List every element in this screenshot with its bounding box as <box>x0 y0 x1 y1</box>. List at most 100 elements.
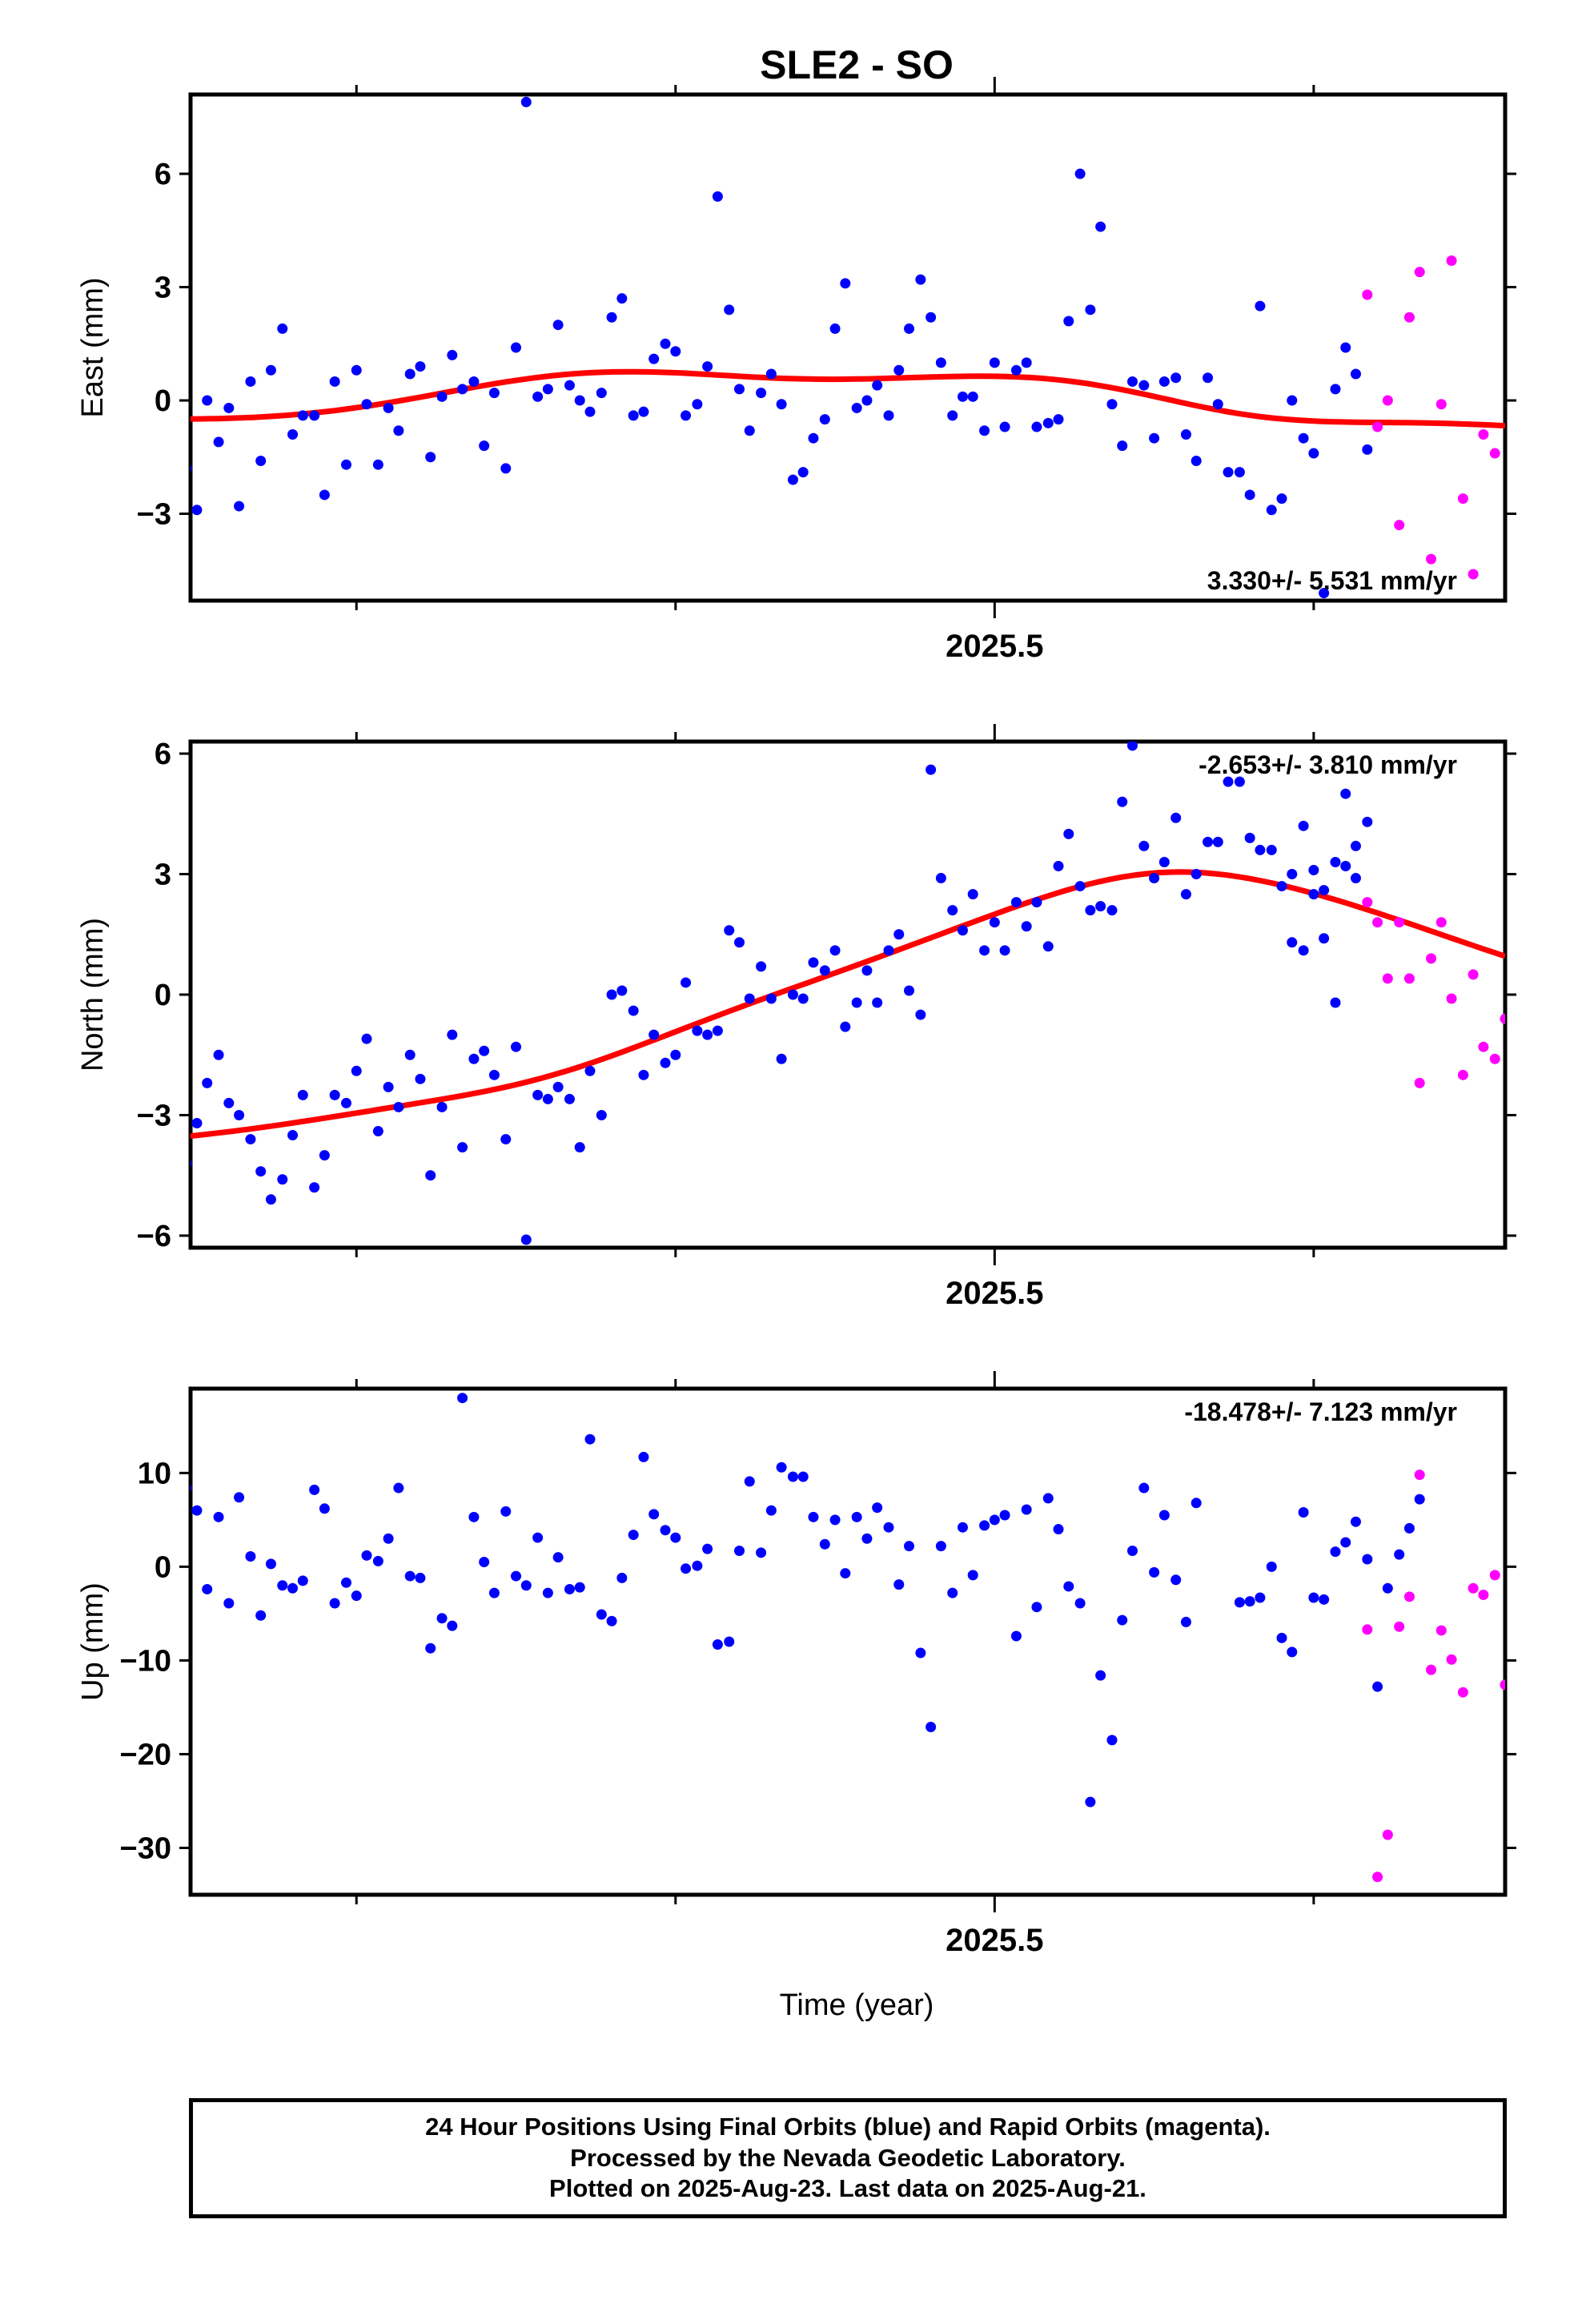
final-orbit-point <box>436 391 448 402</box>
final-orbit-point <box>1180 1616 1191 1627</box>
final-orbit-point <box>1234 467 1245 478</box>
final-orbit-point <box>564 380 575 391</box>
final-orbit-point <box>1203 372 1214 384</box>
final-orbit-point <box>488 1587 500 1598</box>
final-orbit-point <box>872 1502 883 1514</box>
final-orbit-point <box>1223 776 1234 787</box>
rapid-orbit-point <box>1478 1589 1489 1600</box>
final-orbit-point <box>935 1541 946 1552</box>
final-orbit-point <box>724 925 735 936</box>
final-orbit-point <box>245 1550 256 1562</box>
final-orbit-point <box>574 395 585 406</box>
final-orbit-point <box>819 1538 830 1550</box>
final-orbit-point <box>1117 440 1128 452</box>
final-orbit-point <box>787 1471 798 1482</box>
final-orbit-point <box>532 391 544 402</box>
final-orbit-point <box>191 1505 203 1516</box>
final-orbit-point <box>468 376 480 387</box>
final-orbit-point <box>457 1142 468 1153</box>
final-orbit-point <box>904 985 915 996</box>
final-orbit-point <box>404 1049 416 1060</box>
final-orbit-point <box>415 361 426 372</box>
final-orbit-point <box>574 1142 585 1153</box>
final-orbit-point <box>109 1530 119 1540</box>
final-orbit-point <box>829 1514 841 1526</box>
final-orbit-point <box>1138 380 1150 391</box>
final-orbit-point <box>1074 881 1086 892</box>
final-orbit-point <box>756 961 767 972</box>
rapid-orbit-point <box>1446 1654 1457 1665</box>
final-orbit-point <box>712 1639 723 1651</box>
final-orbit-point <box>383 1533 394 1544</box>
final-orbit-point <box>797 467 809 478</box>
rapid-orbit-point <box>1403 973 1415 984</box>
rapid-orbit-point <box>1446 993 1457 1004</box>
final-orbit-point <box>1414 1494 1425 1505</box>
final-orbit-point <box>1053 860 1064 871</box>
final-orbit-point <box>1276 1632 1287 1643</box>
final-orbit-point <box>1106 399 1118 410</box>
final-orbit-point <box>319 489 330 501</box>
rapid-orbit-point <box>1372 917 1383 928</box>
final-orbit-point <box>606 989 617 1000</box>
final-orbit-point <box>128 324 139 334</box>
final-orbit-point <box>1010 897 1022 908</box>
final-orbit-point <box>808 957 819 968</box>
final-orbit-point <box>935 357 946 368</box>
final-orbit-point <box>628 410 639 421</box>
y-tick-label: −3 <box>137 498 171 532</box>
final-orbit-point <box>681 1563 692 1574</box>
final-orbit-point <box>1213 0 1223 6</box>
final-orbit-point <box>1063 316 1074 327</box>
final-orbit-point <box>787 989 798 1000</box>
final-orbit-point <box>425 1642 436 1654</box>
final-orbit-point <box>329 1598 340 1609</box>
final-orbit-point <box>319 1503 330 1514</box>
y-tick-label: 6 <box>155 738 171 771</box>
final-orbit-point <box>191 464 192 472</box>
plot-frame <box>188 1386 1508 1897</box>
final-orbit-point <box>425 452 436 463</box>
final-orbit-point <box>1042 941 1054 952</box>
final-orbit-point <box>829 323 841 334</box>
final-orbit-point <box>118 361 128 372</box>
rapid-orbit-point <box>1468 1582 1479 1594</box>
final-orbit-point <box>1287 1647 1298 1658</box>
y-tick-label: 0 <box>155 384 171 418</box>
final-orbit-point <box>1244 1596 1255 1607</box>
final-orbit-point <box>223 1598 235 1609</box>
final-orbit-point <box>287 1130 299 1141</box>
final-orbit-point <box>957 1522 968 1533</box>
rapid-orbit-point <box>1372 1872 1383 1883</box>
final-orbit-point <box>1149 432 1160 444</box>
final-orbit-point <box>1149 873 1160 884</box>
final-orbit-point <box>1010 1630 1022 1642</box>
final-orbit-point <box>277 1580 288 1591</box>
final-orbit-point <box>1138 840 1150 851</box>
rapid-orbit-point <box>1468 569 1479 580</box>
rapid-orbit-point <box>1457 1687 1468 1698</box>
y-tick-label: 0 <box>155 979 171 1012</box>
final-orbit-point <box>520 1234 532 1245</box>
final-orbit-point <box>606 1615 617 1626</box>
final-orbit-point <box>692 399 703 410</box>
final-orbit-point <box>733 384 745 395</box>
final-orbit-point <box>692 1025 703 1036</box>
final-orbit-point <box>989 357 1000 368</box>
final-orbit-point <box>1138 1482 1150 1494</box>
final-orbit-point <box>393 1101 404 1112</box>
final-orbit-point <box>1085 905 1096 916</box>
rapid-orbit-point <box>1362 1624 1373 1635</box>
final-orbit-point <box>935 873 946 884</box>
final-orbit-point <box>265 1194 276 1205</box>
rapid-orbit-point <box>1426 553 1437 565</box>
final-orbit-point <box>660 1057 671 1068</box>
final-orbit-point <box>1234 1597 1245 1608</box>
plot-marks <box>191 742 1505 1245</box>
y-tick-label: 10 <box>138 1457 171 1490</box>
model-fit-curve <box>191 368 1505 429</box>
final-orbit-point <box>1255 844 1266 855</box>
final-orbit-point <box>109 456 119 466</box>
final-orbit-point <box>500 1134 512 1145</box>
final-orbit-point <box>1298 945 1309 956</box>
